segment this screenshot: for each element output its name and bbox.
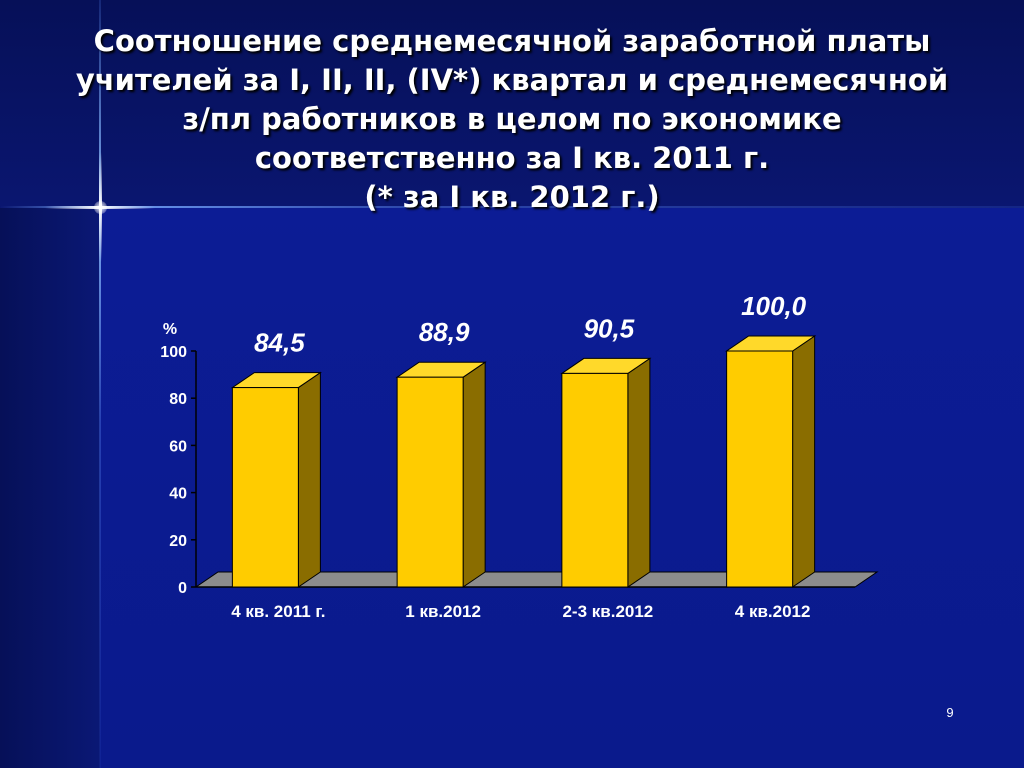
decorative-horizontal-line [0,206,1024,208]
background-top [0,0,1024,208]
y-axis-label: % [163,321,177,338]
data-label: 84,5 [254,328,305,358]
bar-side-face [627,357,651,588]
page-number: 9 [946,705,954,720]
slide-title: Соотношение среднемесячной заработной пл… [40,22,984,217]
y-tick-label: 80 [169,391,187,408]
title-line-3: з/пл работников в целом по экономике [182,102,842,136]
x-tick-label: 1 кв.2012 [405,602,481,621]
bar-side-face [462,361,486,588]
x-tick-label: 4 кв. 2011 г. [231,602,325,621]
background-left-band [0,208,100,768]
data-label: 90,5 [584,313,635,343]
title-line-1: Соотношение среднемесячной заработной пл… [93,24,931,58]
y-tick-label: 0 [178,580,187,597]
y-tick-label: 60 [169,438,187,455]
bar [396,376,464,588]
bar-side-face [297,371,321,588]
title-line-5: (* за I кв. 2012 г.) [364,180,660,214]
title-line-4: соответственно за I кв. 2011 г. [254,141,770,175]
y-tick-label: 100 [160,344,187,361]
bar [726,350,794,588]
bar-side-face [792,335,816,588]
decorative-vertical-line [99,0,101,768]
bar [561,372,629,588]
x-tick-label: 4 кв.2012 [735,602,811,621]
title-line-2: учителей за I, II, II, (IV*) квартал и с… [75,63,949,97]
y-tick-label: 20 [169,533,187,550]
data-label: 100,0 [741,291,807,321]
bar [231,387,299,588]
y-tick-label: 40 [169,486,187,503]
x-tick-label: 2-3 кв.2012 [562,602,653,621]
data-label: 88,9 [419,317,470,347]
